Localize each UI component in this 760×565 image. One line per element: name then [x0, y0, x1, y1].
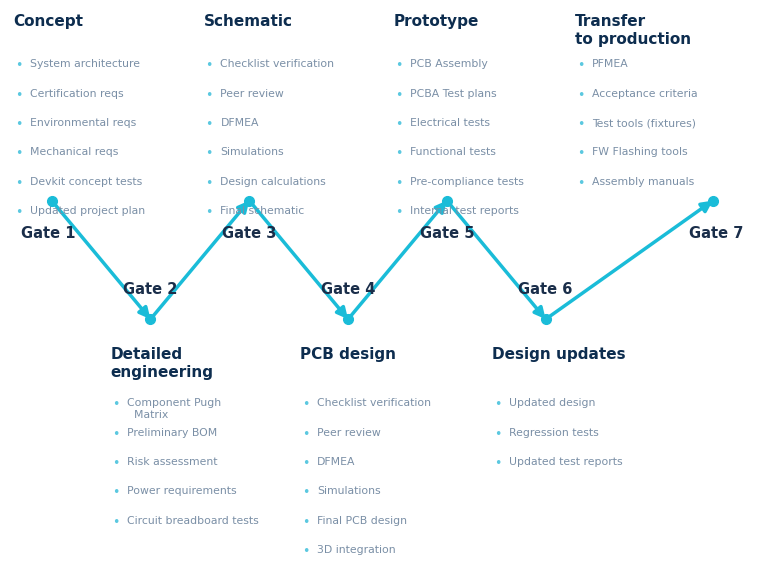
Text: •: •: [395, 118, 403, 131]
Text: Regression tests: Regression tests: [509, 428, 599, 438]
Text: Final schematic: Final schematic: [220, 206, 305, 216]
Text: Gate 6: Gate 6: [518, 281, 573, 297]
Text: Devkit concept tests: Devkit concept tests: [30, 177, 143, 187]
Text: •: •: [302, 486, 309, 499]
Text: •: •: [205, 89, 213, 102]
Text: •: •: [15, 147, 23, 160]
Text: Design calculations: Design calculations: [220, 177, 326, 187]
Text: •: •: [395, 89, 403, 102]
Text: •: •: [577, 177, 584, 190]
Text: Detailed
engineering: Detailed engineering: [110, 347, 214, 380]
Text: Concept: Concept: [14, 14, 84, 29]
Text: Simulations: Simulations: [317, 486, 381, 497]
Text: •: •: [395, 206, 403, 219]
Text: •: •: [112, 398, 119, 411]
Text: •: •: [577, 147, 584, 160]
Text: •: •: [205, 147, 213, 160]
Text: Peer review: Peer review: [317, 428, 381, 438]
Text: •: •: [494, 398, 502, 411]
Text: Assembly manuals: Assembly manuals: [592, 177, 695, 187]
Text: Component Pugh
  Matrix: Component Pugh Matrix: [127, 398, 221, 420]
Text: •: •: [15, 59, 23, 72]
Text: •: •: [577, 89, 584, 102]
Text: Checklist verification: Checklist verification: [220, 59, 334, 69]
Text: •: •: [302, 545, 309, 558]
Text: •: •: [577, 59, 584, 72]
Text: Updated test reports: Updated test reports: [509, 457, 623, 467]
Text: •: •: [302, 398, 309, 411]
Text: Final PCB design: Final PCB design: [317, 516, 407, 526]
Text: DFMEA: DFMEA: [317, 457, 356, 467]
Text: Gate 4: Gate 4: [321, 281, 375, 297]
Text: •: •: [395, 59, 403, 72]
Text: FW Flashing tools: FW Flashing tools: [592, 147, 688, 158]
Text: Peer review: Peer review: [220, 89, 284, 99]
Text: Gate 5: Gate 5: [420, 226, 474, 241]
Text: •: •: [112, 486, 119, 499]
Text: •: •: [205, 206, 213, 219]
Text: •: •: [395, 147, 403, 160]
Text: •: •: [494, 428, 502, 441]
Text: System architecture: System architecture: [30, 59, 141, 69]
Text: PCB design: PCB design: [300, 347, 396, 363]
Text: •: •: [205, 118, 213, 131]
Text: •: •: [302, 516, 309, 529]
Text: Gate 1: Gate 1: [21, 226, 75, 241]
Text: Gate 7: Gate 7: [689, 226, 744, 241]
Text: Functional tests: Functional tests: [410, 147, 496, 158]
Text: PCBA Test plans: PCBA Test plans: [410, 89, 497, 99]
Text: Transfer
to production: Transfer to production: [575, 14, 692, 46]
Text: •: •: [15, 177, 23, 190]
Text: Simulations: Simulations: [220, 147, 284, 158]
Text: Gate 2: Gate 2: [123, 281, 178, 297]
Text: •: •: [577, 118, 584, 131]
Text: •: •: [112, 428, 119, 441]
Text: PCB Assembly: PCB Assembly: [410, 59, 488, 69]
Text: •: •: [15, 118, 23, 131]
Text: Circuit breadboard tests: Circuit breadboard tests: [127, 516, 258, 526]
Text: Checklist verification: Checklist verification: [317, 398, 431, 408]
Text: DFMEA: DFMEA: [220, 118, 259, 128]
Text: Electrical tests: Electrical tests: [410, 118, 490, 128]
Text: PFMEA: PFMEA: [592, 59, 629, 69]
Text: Certification reqs: Certification reqs: [30, 89, 124, 99]
Text: •: •: [302, 428, 309, 441]
Text: Updated design: Updated design: [509, 398, 596, 408]
Text: Design updates: Design updates: [492, 347, 626, 363]
Text: Acceptance criteria: Acceptance criteria: [592, 89, 698, 99]
Text: 3D integration: 3D integration: [317, 545, 395, 555]
Text: Internal test reports: Internal test reports: [410, 206, 519, 216]
Text: Mechanical reqs: Mechanical reqs: [30, 147, 119, 158]
Text: •: •: [15, 89, 23, 102]
Text: •: •: [395, 177, 403, 190]
Text: Preliminary BOM: Preliminary BOM: [127, 428, 217, 438]
Text: Gate 3: Gate 3: [222, 226, 277, 241]
Text: Environmental reqs: Environmental reqs: [30, 118, 137, 128]
Text: Updated project plan: Updated project plan: [30, 206, 145, 216]
Text: •: •: [205, 177, 213, 190]
Text: Schematic: Schematic: [204, 14, 293, 29]
Text: •: •: [15, 206, 23, 219]
Text: Risk assessment: Risk assessment: [127, 457, 217, 467]
Text: Power requirements: Power requirements: [127, 486, 236, 497]
Text: Pre-compliance tests: Pre-compliance tests: [410, 177, 524, 187]
Text: •: •: [302, 457, 309, 470]
Text: •: •: [112, 457, 119, 470]
Text: •: •: [494, 457, 502, 470]
Text: Prototype: Prototype: [394, 14, 479, 29]
Text: •: •: [112, 516, 119, 529]
Text: Test tools (fixtures): Test tools (fixtures): [592, 118, 696, 128]
Text: •: •: [205, 59, 213, 72]
